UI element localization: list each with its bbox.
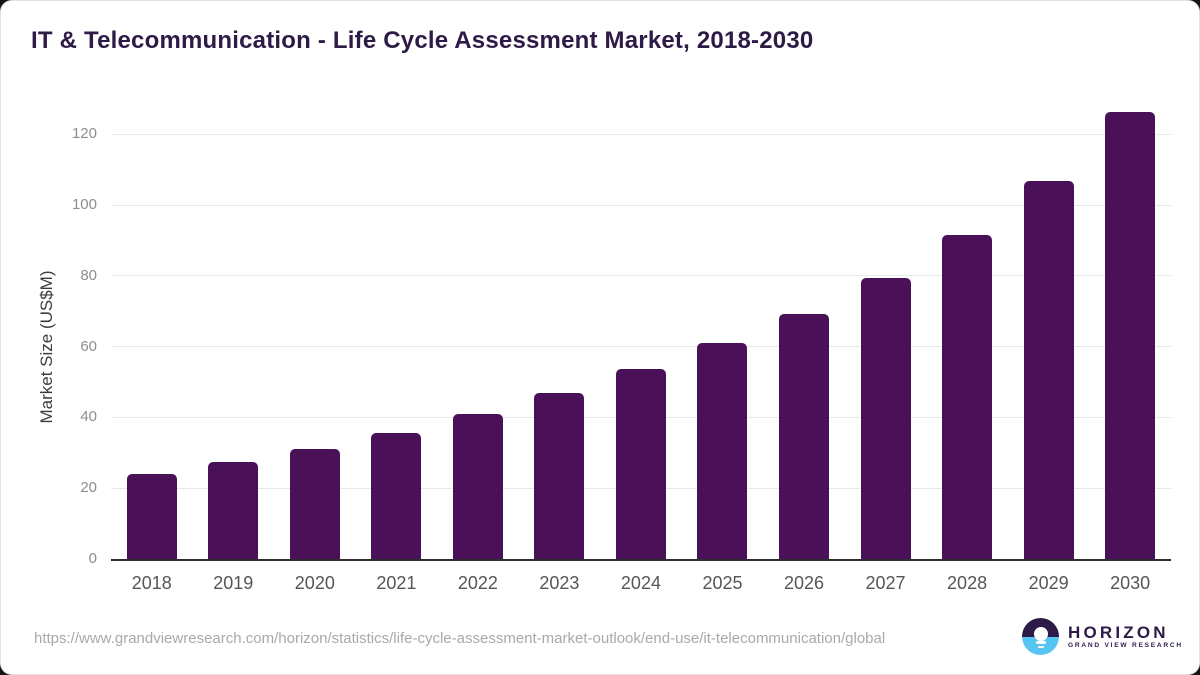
x-label-2023: 2023 — [539, 573, 580, 593]
chart-title: IT & Telecommunication - Life Cycle Asse… — [31, 27, 814, 54]
bar-series — [111, 99, 1171, 559]
bar-column-2018 — [111, 99, 193, 559]
bar-2018 — [126, 473, 177, 559]
bar-column-2028 — [926, 99, 1008, 559]
logo-subbrand-text: GRAND VIEW RESEARCH — [1068, 642, 1183, 649]
horizon-sun-icon — [1022, 618, 1059, 655]
bar-2020 — [289, 448, 340, 559]
gridline-80 — [111, 275, 1171, 277]
gridline-60 — [111, 346, 1171, 348]
x-label-2024: 2024 — [620, 573, 661, 593]
bar-2026 — [779, 313, 830, 559]
x-label-2021: 2021 — [376, 573, 417, 593]
source-url: https://www.grandviewresearch.com/horizo… — [34, 630, 886, 647]
y-tick-120: 120 — [71, 125, 97, 143]
bar-column-2029 — [1008, 99, 1090, 559]
x-axis-labels: 2018 2019 2020 2021 2022 2023 2024 2025 2026 2027… — [111, 573, 1171, 594]
bar-2027 — [860, 278, 911, 559]
bar-2025 — [697, 343, 748, 559]
x-label-2020: 2020 — [294, 573, 335, 593]
gridline-100 — [111, 204, 1171, 206]
plot-area — [111, 99, 1171, 561]
bar-2021 — [371, 432, 422, 559]
horizon-logo: HORIZON GRAND VIEW RESEARCH — [1022, 618, 1183, 655]
bar-column-2019 — [193, 99, 275, 559]
y-tick-0: 0 — [88, 550, 97, 567]
bar-column-2026 — [763, 99, 845, 559]
bar-2019 — [208, 462, 259, 559]
x-label-2018: 2018 — [131, 573, 172, 593]
y-tick-40: 40 — [80, 408, 97, 426]
y-tick-80: 80 — [80, 266, 97, 284]
bar-column-2021 — [356, 99, 438, 559]
x-label-2025: 2025 — [702, 573, 743, 593]
bar-2030 — [1105, 111, 1156, 559]
x-label-2030: 2030 — [1110, 573, 1151, 593]
x-label-2022: 2022 — [457, 573, 498, 593]
bar-column-2025 — [682, 99, 764, 559]
bar-2023 — [534, 393, 585, 559]
x-label-2028: 2028 — [947, 573, 988, 593]
gridline-120 — [111, 133, 1171, 135]
y-tick-60: 60 — [80, 337, 97, 355]
bar-column-2020 — [274, 99, 356, 559]
x-label-2026: 2026 — [783, 573, 825, 593]
bar-2028 — [942, 235, 993, 559]
bar-column-2024 — [600, 99, 682, 559]
y-tick-20: 20 — [80, 479, 97, 497]
bar-column-2022 — [437, 99, 519, 559]
bar-2029 — [1023, 180, 1074, 559]
bar-2024 — [615, 369, 666, 559]
x-label-2019: 2019 — [213, 573, 254, 593]
bar-column-2030 — [1089, 99, 1171, 559]
bar-2022 — [452, 414, 503, 559]
y-tick-100: 100 — [71, 196, 97, 214]
bar-column-2023 — [519, 99, 601, 559]
logo-brand-text: HORIZON — [1068, 623, 1169, 642]
bar-column-2027 — [845, 99, 927, 559]
x-label-2029: 2029 — [1028, 573, 1069, 593]
x-label-2027: 2027 — [865, 573, 906, 593]
